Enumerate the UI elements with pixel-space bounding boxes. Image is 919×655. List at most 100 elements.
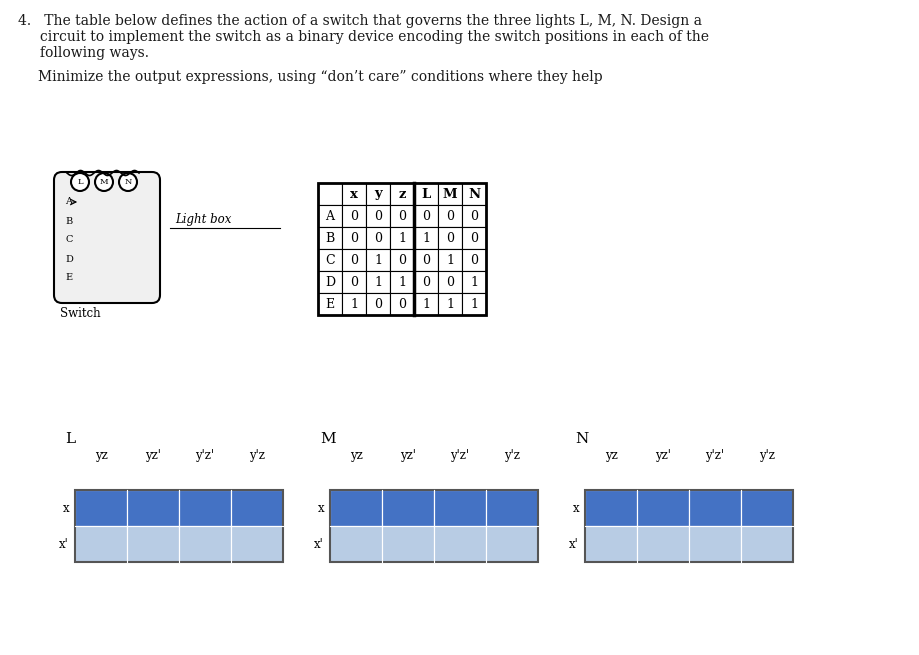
Bar bbox=[414, 183, 438, 205]
Text: circuit to implement the switch as a binary device encoding the switch positions: circuit to implement the switch as a bin… bbox=[18, 30, 709, 44]
Bar bbox=[390, 183, 414, 205]
Text: x: x bbox=[573, 502, 579, 514]
Text: B: B bbox=[325, 231, 335, 244]
Text: yz': yz' bbox=[655, 449, 671, 462]
Text: A: A bbox=[65, 198, 72, 206]
Text: 0: 0 bbox=[398, 297, 406, 310]
Bar bbox=[318, 227, 342, 249]
Bar bbox=[231, 490, 283, 526]
Bar bbox=[438, 249, 462, 271]
Text: 0: 0 bbox=[350, 253, 358, 267]
Bar bbox=[434, 490, 486, 526]
Bar bbox=[637, 490, 689, 526]
Text: x': x' bbox=[59, 538, 69, 550]
Bar bbox=[366, 183, 390, 205]
Text: 1: 1 bbox=[470, 297, 478, 310]
Circle shape bbox=[71, 173, 89, 191]
Bar bbox=[318, 271, 342, 293]
Text: 1: 1 bbox=[374, 276, 382, 288]
Text: x: x bbox=[350, 187, 357, 200]
Text: x': x' bbox=[569, 538, 579, 550]
Bar bbox=[390, 227, 414, 249]
Bar bbox=[462, 183, 486, 205]
Text: y'z: y'z bbox=[504, 449, 520, 462]
Bar bbox=[231, 526, 283, 562]
Bar bbox=[318, 249, 342, 271]
Text: 0: 0 bbox=[470, 231, 478, 244]
Bar bbox=[342, 183, 366, 205]
Text: N: N bbox=[575, 432, 588, 446]
Bar bbox=[414, 249, 438, 271]
Bar bbox=[462, 227, 486, 249]
Text: 1: 1 bbox=[422, 297, 430, 310]
Text: yz': yz' bbox=[400, 449, 416, 462]
Bar bbox=[486, 490, 538, 526]
Text: yz: yz bbox=[349, 449, 362, 462]
Bar bbox=[689, 526, 741, 562]
Bar bbox=[414, 293, 438, 315]
Text: N: N bbox=[124, 178, 131, 186]
Text: 1: 1 bbox=[446, 297, 454, 310]
Text: y'z': y'z' bbox=[706, 449, 724, 462]
Text: 0: 0 bbox=[350, 231, 358, 244]
Text: 0: 0 bbox=[350, 210, 358, 223]
Bar bbox=[179, 526, 231, 562]
Bar bbox=[390, 271, 414, 293]
Text: N: N bbox=[468, 187, 480, 200]
Bar bbox=[462, 271, 486, 293]
Text: 0: 0 bbox=[350, 276, 358, 288]
Text: yz': yz' bbox=[145, 449, 161, 462]
Text: L: L bbox=[65, 432, 75, 446]
Text: z: z bbox=[398, 187, 406, 200]
Bar bbox=[462, 249, 486, 271]
Bar bbox=[438, 205, 462, 227]
Text: Switch: Switch bbox=[60, 307, 100, 320]
Bar bbox=[330, 526, 382, 562]
Text: A: A bbox=[325, 210, 335, 223]
Text: 0: 0 bbox=[374, 210, 382, 223]
Bar bbox=[438, 293, 462, 315]
Circle shape bbox=[95, 173, 113, 191]
Bar bbox=[414, 227, 438, 249]
Bar bbox=[414, 205, 438, 227]
Text: L: L bbox=[422, 187, 431, 200]
Circle shape bbox=[119, 173, 137, 191]
Text: 1: 1 bbox=[446, 253, 454, 267]
Text: Minimize the output expressions, using “don’t care” conditions where they help: Minimize the output expressions, using “… bbox=[38, 70, 603, 84]
Text: 1: 1 bbox=[470, 276, 478, 288]
Bar bbox=[390, 249, 414, 271]
Bar bbox=[390, 205, 414, 227]
Text: x: x bbox=[317, 502, 324, 514]
Bar bbox=[438, 227, 462, 249]
Text: 0: 0 bbox=[374, 231, 382, 244]
Bar bbox=[342, 249, 366, 271]
Bar bbox=[585, 490, 637, 526]
Text: yz: yz bbox=[605, 449, 618, 462]
Text: y'z: y'z bbox=[249, 449, 265, 462]
Text: yz: yz bbox=[95, 449, 108, 462]
Text: 1: 1 bbox=[398, 231, 406, 244]
Bar bbox=[318, 205, 342, 227]
Bar bbox=[75, 490, 127, 526]
Text: 1: 1 bbox=[422, 231, 430, 244]
Bar bbox=[434, 526, 486, 562]
Bar bbox=[366, 249, 390, 271]
Bar bbox=[438, 271, 462, 293]
Text: 4.   The table below defines the action of a switch that governs the three light: 4. The table below defines the action of… bbox=[18, 14, 702, 28]
Bar bbox=[390, 293, 414, 315]
Text: B: B bbox=[65, 217, 73, 225]
Text: 0: 0 bbox=[422, 253, 430, 267]
Text: L: L bbox=[77, 178, 83, 186]
Text: M: M bbox=[99, 178, 108, 186]
Text: following ways.: following ways. bbox=[18, 46, 149, 60]
Bar bbox=[462, 205, 486, 227]
Text: 0: 0 bbox=[374, 297, 382, 310]
Text: 0: 0 bbox=[422, 276, 430, 288]
Bar bbox=[127, 526, 179, 562]
Bar bbox=[462, 293, 486, 315]
Bar bbox=[342, 293, 366, 315]
Bar bbox=[75, 490, 283, 562]
Text: y'z: y'z bbox=[759, 449, 775, 462]
Bar bbox=[741, 526, 793, 562]
Text: 0: 0 bbox=[398, 253, 406, 267]
